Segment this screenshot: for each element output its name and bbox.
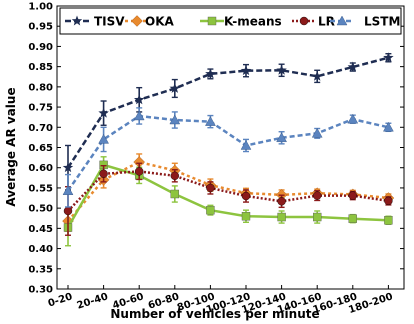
data-point-lr bbox=[170, 171, 180, 181]
y-axis: 0.30 0.35 0.40 0.45 0.50 0.55 0.60 0.65 0.70 0.75… bbox=[28, 2, 404, 296]
y-tick-label: 0.55 bbox=[28, 183, 53, 194]
data-point-tisv bbox=[347, 61, 359, 72]
data-point-lstm bbox=[169, 114, 181, 125]
data-point-tisv bbox=[205, 68, 216, 79]
data-point-k-means bbox=[241, 212, 251, 221]
y-tick-label: 0.35 bbox=[28, 264, 53, 275]
data-point-k-means bbox=[277, 212, 286, 222]
data-point-lstm bbox=[62, 185, 74, 195]
data-point-lstm bbox=[205, 116, 216, 126]
legend-label-k-means: K-means bbox=[224, 15, 282, 29]
data-point-lstm bbox=[133, 110, 145, 121]
y-tick-label: 0.95 bbox=[28, 22, 53, 33]
data-point-k-means bbox=[384, 216, 393, 225]
data-point-tisv bbox=[383, 52, 394, 63]
legend-marker-k-means bbox=[207, 16, 217, 26]
x-axis-label: Number of vehicles per minute bbox=[110, 307, 319, 321]
legend: TISV OKA K-means LR LSTM bbox=[59, 7, 402, 35]
y-tick-label: 0.65 bbox=[28, 143, 53, 154]
data-point-lr bbox=[134, 167, 144, 176]
data-point-lr bbox=[348, 191, 357, 200]
data-point-lstm bbox=[383, 121, 394, 132]
series-line-lstm bbox=[66, 114, 389, 192]
data-point-k-means bbox=[313, 212, 322, 222]
series-lr bbox=[63, 162, 393, 236]
plot-frame bbox=[56, 5, 405, 290]
y-tick-label: 0.30 bbox=[28, 285, 53, 296]
data-point-lr bbox=[99, 169, 108, 178]
y-tick-label: 0.45 bbox=[28, 224, 53, 235]
data-point-lr bbox=[313, 191, 322, 200]
data-point-lr bbox=[277, 197, 286, 206]
data-point-tisv bbox=[98, 107, 109, 118]
data-point-lstm bbox=[347, 113, 359, 124]
legend-marker-oka bbox=[131, 15, 143, 27]
legend-label-lstm: LSTM bbox=[364, 15, 400, 29]
legend-marker-lr bbox=[299, 16, 309, 26]
x-tick-label: 20-40 bbox=[76, 291, 110, 311]
series-oka bbox=[62, 153, 395, 232]
y-tick-label: 0.85 bbox=[28, 62, 53, 73]
y-tick-label: 1.00 bbox=[28, 2, 53, 13]
data-point-lr bbox=[206, 183, 215, 193]
legend-label-tisv: TISV bbox=[94, 15, 125, 29]
series-tisv bbox=[62, 52, 394, 191]
data-point-tisv bbox=[62, 162, 74, 173]
data-point-lstm bbox=[240, 140, 252, 150]
y-tick-label: 0.90 bbox=[28, 42, 53, 53]
data-point-tisv bbox=[169, 82, 181, 93]
y-axis-label: Average AR value bbox=[4, 87, 18, 206]
y-tick-label: 0.70 bbox=[28, 123, 53, 134]
y-tick-label: 0.50 bbox=[28, 204, 53, 215]
series-k-means bbox=[63, 156, 393, 247]
data-point-lr bbox=[63, 206, 73, 216]
series-line-lr bbox=[67, 170, 389, 212]
data-point-lstm bbox=[98, 134, 109, 144]
legend-label-oka: OKA bbox=[145, 15, 175, 29]
data-point-lstm bbox=[276, 132, 287, 142]
legend-label-lr: LR bbox=[318, 15, 335, 29]
data-point-tisv bbox=[311, 70, 323, 81]
data-point-k-means bbox=[170, 189, 180, 199]
series-line-tisv bbox=[66, 56, 389, 169]
y-tick-label: 0.60 bbox=[28, 163, 53, 174]
data-point-tisv bbox=[133, 94, 145, 105]
data-point-k-means bbox=[206, 205, 215, 215]
legend-marker-lstm bbox=[336, 15, 348, 26]
data-point-lr bbox=[384, 196, 393, 206]
legend-marker-tisv bbox=[71, 15, 83, 26]
series-layer bbox=[62, 52, 395, 247]
data-point-lstm bbox=[311, 127, 323, 138]
data-point-k-means bbox=[348, 214, 357, 223]
series-lstm bbox=[62, 107, 394, 208]
data-point-lr bbox=[241, 191, 251, 201]
series-line-k-means bbox=[66, 163, 389, 229]
y-tick-label: 0.75 bbox=[28, 103, 53, 114]
y-tick-label: 0.40 bbox=[28, 244, 53, 255]
data-point-tisv bbox=[240, 65, 252, 76]
y-tick-label: 0.80 bbox=[28, 82, 53, 93]
data-point-tisv bbox=[276, 64, 287, 75]
